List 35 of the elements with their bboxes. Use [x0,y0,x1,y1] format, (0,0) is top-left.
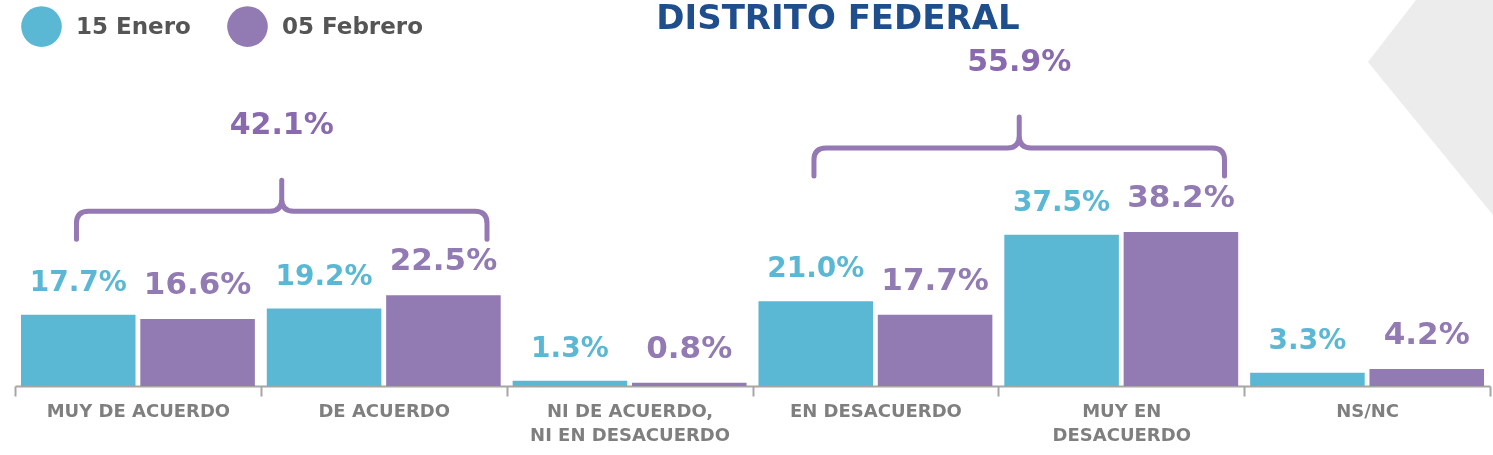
x-tick-label: NI DE ACUERDO, NI EN DESACUERDO [530,399,731,445]
bar [877,314,993,386]
data-label: 38.2% [1127,178,1235,214]
data-label: 22.5% [389,241,498,278]
legend-label: 05 Febrero [282,12,423,39]
bar [758,301,874,386]
x-tick-label: EN DESACUERDO [789,399,962,421]
bar [386,295,501,386]
bar [512,380,628,386]
x-tick-label: DE ACUERDO [318,399,451,421]
x-tick-label: MUY EN DESACUERDO [1052,399,1191,445]
legend-label: 15 Enero [76,12,191,39]
data-label: 4.2% [1383,315,1470,352]
bar [1250,372,1365,386]
text: 55.9% [967,43,1072,78]
data-label: 0.8% [646,328,733,365]
bar [1123,232,1239,386]
bar [266,308,382,386]
bar [20,314,136,386]
bar [1369,369,1485,386]
x-tick-label: MUY DE ACUERDO [46,399,231,421]
data-label: 19.2% [275,258,373,292]
data-label: 3.3% [1268,322,1347,356]
data-label: 17.7% [29,264,127,298]
data-label: 21.0% [767,251,865,285]
data-label: 17.7% [881,260,989,297]
bar [631,382,747,386]
chart-title: DISTRITO FEDERAL [656,0,1020,37]
bar [1004,234,1119,386]
data-label: 1.3% [531,330,609,364]
x-tick-label: NS/NC [1336,399,1400,421]
data-label: 16.6% [143,265,252,302]
data-label: 37.5% [1013,184,1111,218]
bar [140,319,255,386]
text: 42.1% [229,106,334,142]
